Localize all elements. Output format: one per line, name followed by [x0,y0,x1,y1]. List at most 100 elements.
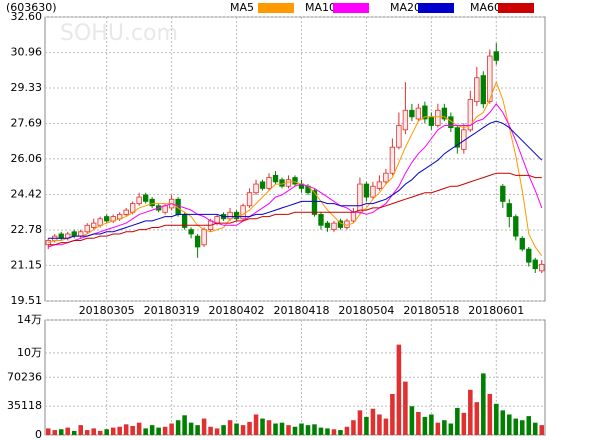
volume-bar [97,430,103,435]
volume-bar [344,426,350,435]
candle-body [104,216,110,222]
candle-body [259,181,266,189]
volume-bar [351,420,356,435]
volume-bar [487,393,493,435]
volume-bar [279,422,285,435]
volume-bar [208,426,213,435]
candle-body [526,248,532,263]
volume-bar [221,425,226,435]
candle-body [376,181,383,189]
legend-label: MA20 [390,1,421,14]
volume-bar [286,425,291,435]
candle-body [350,211,357,222]
volume-tick-label: 35118 [7,399,42,412]
volume-bar [390,393,395,435]
legend-label: MA60 [470,1,501,14]
candle-body [506,203,512,218]
volume-bar [370,408,376,435]
volume-bar [409,406,415,435]
volume-bar [214,428,220,435]
volume-bar [117,426,122,435]
volume-tick-label: 14万 [17,313,42,326]
volume-bar [325,428,330,435]
candle-body [240,205,246,220]
candle-body [370,185,376,198]
volume-bar [526,416,532,435]
y-tick-label: 27.69 [11,117,43,130]
volume-bar [234,423,239,435]
volume-tick-label: 0 [35,428,42,440]
candle-body [422,105,428,120]
volume-bar [130,425,135,435]
x-tick-label: 20180402 [209,304,265,317]
volume-bar [403,381,408,435]
y-tick-label: 24.42 [11,187,43,200]
volume-bar [532,422,538,435]
y-tick-label: 26.06 [11,152,43,165]
volume-bar [500,410,506,435]
candle-body [539,263,545,272]
volume-bar [318,427,324,435]
legend-swatch [418,3,454,13]
volume-bar [260,418,265,435]
ma-line [48,102,543,248]
volume-bar [52,430,58,435]
candle-body [487,55,493,103]
candle-body [272,174,279,183]
candle-body [246,192,253,207]
volume-bar [175,420,181,435]
volume-bar [65,427,70,435]
candle-body [149,198,155,207]
candle-body [532,259,538,270]
legend-swatch [333,3,369,13]
volume-bar [396,344,402,435]
volume-bar [429,414,434,435]
volume-bar [91,428,96,435]
candle-body [279,179,285,187]
candle-body [396,125,402,148]
x-tick-label: 20180518 [403,304,459,317]
volume-bar [84,430,90,435]
volume-bar [240,425,246,435]
volume-bar [513,418,519,435]
volume-bar [292,426,298,435]
volume-bar [455,407,460,435]
volume-bar [338,430,343,435]
volume-bar [78,425,83,435]
volume-bar [474,402,480,435]
candle-body [513,216,519,237]
candle-body [500,185,506,202]
candle-body [389,146,396,174]
x-tick-label: 20180305 [79,304,135,317]
volume-bar [494,403,499,435]
candle-body [409,109,415,118]
volume-bar [149,425,155,435]
candle-body [58,233,64,239]
volume-bar [104,429,109,435]
candle-body [454,127,461,148]
volume-bar [169,423,174,435]
volume-bar [123,424,129,435]
legend-swatch [258,3,294,13]
candle-body [194,235,201,248]
volume-bar [71,430,77,435]
volume-bar [299,423,304,435]
candle-body [91,222,97,228]
volume-bar [357,410,363,435]
volume-bar [364,416,369,435]
volume-bar [442,420,447,435]
volume-bar [448,423,454,435]
x-tick-label: 20180319 [144,304,200,317]
candle-body [474,77,480,103]
ma-line [48,172,542,246]
candle-body [428,116,435,126]
legend-swatch [498,3,534,13]
candle-body [363,183,370,198]
volume-bar [143,428,148,435]
volume-bar [331,429,337,435]
candle-body [435,109,441,126]
candle-body [233,211,240,220]
candle-body [136,196,142,204]
candle-body [84,224,90,233]
